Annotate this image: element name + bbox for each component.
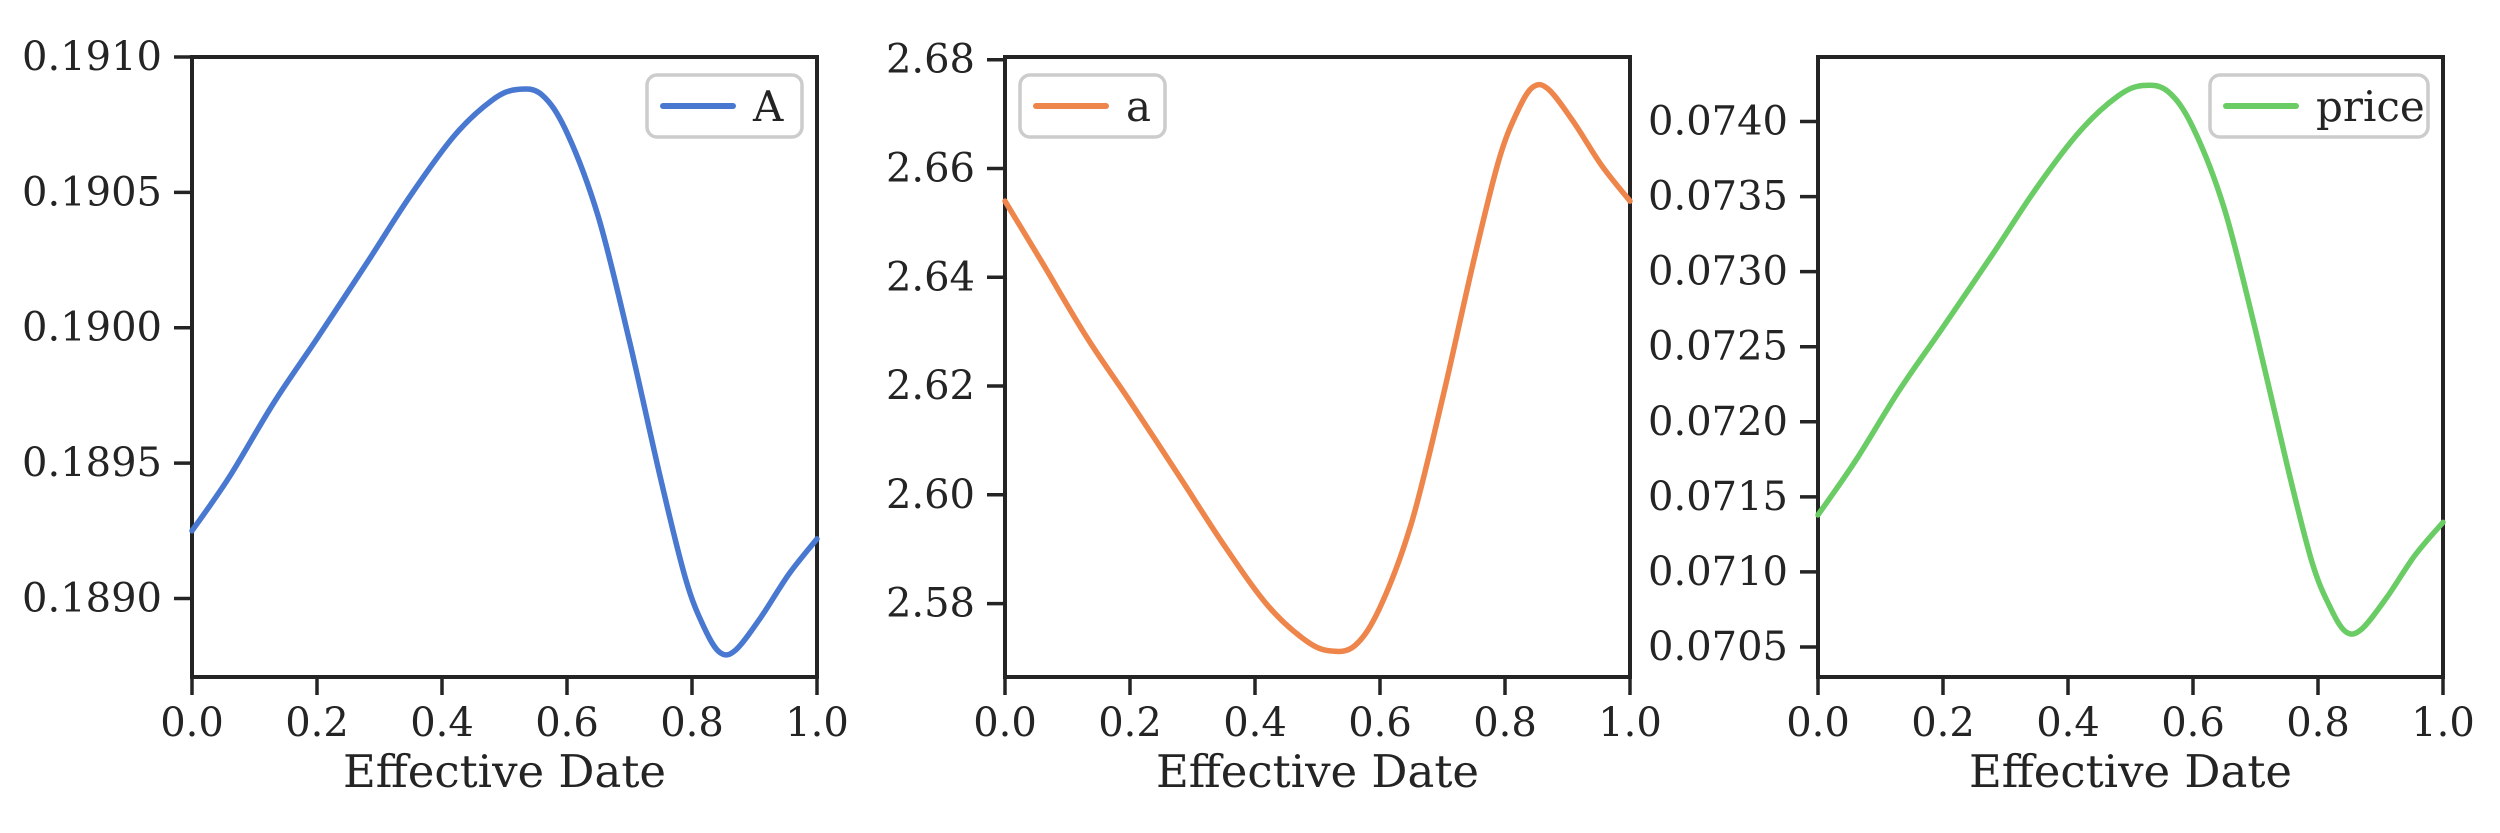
x-tick-label: 0.0 bbox=[160, 700, 224, 746]
y-tick-label: 0.1890 bbox=[22, 575, 162, 621]
legend: price bbox=[2208, 73, 2430, 139]
y-tick-label: 0.0725 bbox=[1648, 324, 1788, 370]
x-tick-label: 0.4 bbox=[1223, 700, 1287, 746]
x-tick-label: 0.2 bbox=[285, 700, 349, 746]
y-tick-label: 2.64 bbox=[886, 254, 975, 300]
series-line-A bbox=[189, 86, 820, 658]
x-tick-label: 0.2 bbox=[1098, 700, 1162, 746]
x-tick-label: 0.0 bbox=[1786, 700, 1850, 746]
y-tick-label: 0.0705 bbox=[1648, 624, 1788, 670]
x-tick-label: 0.4 bbox=[2036, 700, 2100, 746]
y-tick-label: 0.0740 bbox=[1648, 99, 1788, 145]
subplot-a: 0.0 0.2 0.4 0.6 0.8 1.0 2.58 2.60 2.62 2.64 2.66 2.… bbox=[886, 37, 1662, 798]
x-tick-label: 0.8 bbox=[660, 700, 724, 746]
legend: A bbox=[645, 73, 804, 139]
y-tick-label: 0.0710 bbox=[1648, 549, 1788, 595]
axes-frame bbox=[1816, 55, 2445, 679]
legend-box bbox=[2208, 73, 2430, 139]
subplot-A: 0.0 0.2 0.4 0.6 0.8 1.0 0.1890 0.1895 0.1900 0.19… bbox=[22, 34, 849, 798]
x-tick-label: 0.0 bbox=[973, 700, 1037, 746]
x-tick-label: 0.6 bbox=[2161, 700, 2225, 746]
x-tick-label: 0.8 bbox=[1473, 700, 1537, 746]
y-tick-label: 2.58 bbox=[886, 581, 975, 627]
series-line-price bbox=[1815, 82, 2446, 637]
legend-label: A bbox=[752, 82, 784, 131]
x-tick-label: 0.6 bbox=[1348, 700, 1412, 746]
x-tick-label: 1.0 bbox=[1598, 700, 1662, 746]
y-tick-label: 2.66 bbox=[886, 145, 975, 191]
axes-frame bbox=[190, 55, 819, 679]
x-axis-label: Effective Date bbox=[343, 745, 666, 798]
x-tick-label: 0.8 bbox=[2286, 700, 2350, 746]
x-tick-label: 1.0 bbox=[2411, 700, 2475, 746]
x-tick-label: 0.2 bbox=[1911, 700, 1975, 746]
y-tick-label: 0.0715 bbox=[1648, 474, 1788, 520]
y-tick-label: 2.60 bbox=[886, 472, 975, 518]
x-tick-label: 0.6 bbox=[535, 700, 599, 746]
x-axis-label: Effective Date bbox=[1969, 745, 2292, 798]
series-line-a bbox=[1002, 81, 1633, 655]
y-tick-label: 0.0720 bbox=[1648, 399, 1788, 445]
y-tick-label: 0.0735 bbox=[1648, 174, 1788, 220]
legend: a bbox=[1018, 73, 1167, 139]
legend-label: price bbox=[2316, 82, 2425, 131]
x-tick-label: 1.0 bbox=[785, 700, 849, 746]
x-axis-label: Effective Date bbox=[1156, 745, 1479, 798]
axes-frame bbox=[1003, 55, 1632, 679]
x-tick-label: 0.4 bbox=[410, 700, 474, 746]
legend-label: a bbox=[1126, 82, 1151, 131]
y-tick-label: 0.1910 bbox=[22, 34, 162, 80]
y-tick-label: 0.1895 bbox=[22, 440, 162, 486]
subplot-price: 0.0 0.2 0.4 0.6 0.8 1.0 0.0705 0.0710 0.0715 0.07… bbox=[1648, 55, 2475, 798]
y-tick-label: 2.68 bbox=[886, 37, 975, 83]
y-tick-label: 0.0730 bbox=[1648, 249, 1788, 295]
y-tick-label: 0.1900 bbox=[22, 305, 162, 351]
y-tick-label: 2.62 bbox=[886, 363, 975, 409]
y-tick-label: 0.1905 bbox=[22, 169, 162, 215]
